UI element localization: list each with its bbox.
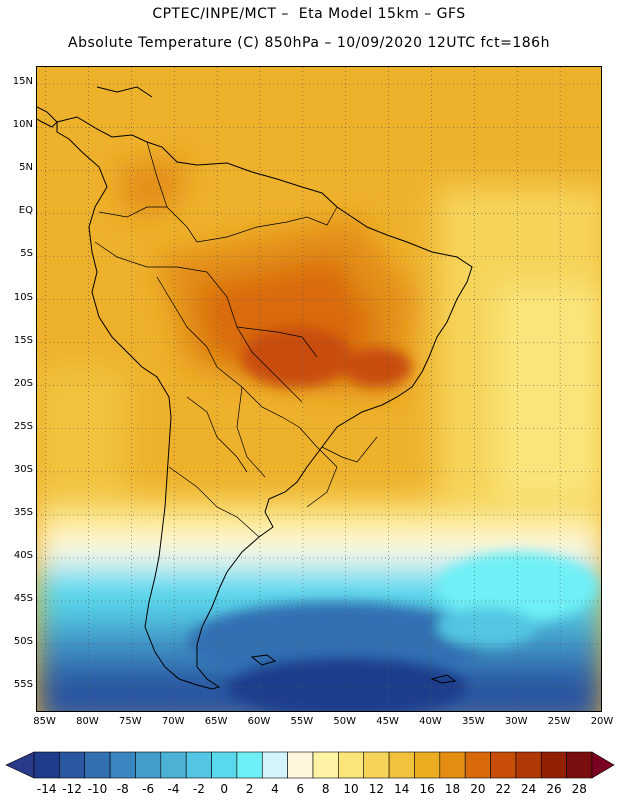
colorbar-swatch <box>185 751 212 779</box>
lon-tick-label: 20W <box>590 716 614 727</box>
colorbar-tick-label: 12 <box>368 782 385 796</box>
colorbar-tick-label: 16 <box>419 782 435 796</box>
colorbar-swatch <box>312 751 339 779</box>
colorbar-tick-label: -8 <box>116 782 129 796</box>
colorbar-tick-label: -10 <box>87 782 108 796</box>
colorbar-swatch <box>439 751 466 779</box>
colorbar-swatch <box>236 751 263 779</box>
colorbar-swatch <box>59 751 86 779</box>
lat-tick-label: 15N <box>12 76 33 88</box>
lat-tick-label: 45S <box>13 593 33 605</box>
colorbar-tick-label: 18 <box>444 782 461 796</box>
lon-tick-label: 55W <box>290 716 314 727</box>
colorbar-swatch <box>363 751 390 779</box>
colorbar-swatch <box>287 751 314 779</box>
lat-tick-label: 15S <box>13 334 33 346</box>
lon-tick-label: 25W <box>547 716 571 727</box>
colorbar-swatch <box>490 751 517 779</box>
lon-tick-label: 50W <box>333 716 357 727</box>
colorbar <box>5 751 615 779</box>
colorbar-tick-label: 14 <box>394 782 410 796</box>
colorbar-tick-label: 28 <box>571 782 587 796</box>
lat-tick-label: 5N <box>19 162 33 174</box>
temperature-map <box>36 66 602 712</box>
lat-tick-label: 40S <box>13 549 33 561</box>
lon-tick-label: 70W <box>161 716 185 727</box>
colorbar-swatch <box>261 751 288 779</box>
lon-tick-label: 40W <box>419 716 442 727</box>
country-borders <box>94 141 378 538</box>
lon-tick-label: 45W <box>376 716 399 727</box>
colorbar-tick-label: -14 <box>36 782 57 796</box>
lat-tick-label: 35S <box>13 506 33 518</box>
colorbar-swatch <box>135 751 162 779</box>
colorbar-tick-label: 24 <box>520 782 537 796</box>
falklands <box>250 654 277 666</box>
central-america <box>37 106 58 128</box>
colorbar-tick-label: 8 <box>321 782 330 796</box>
lat-tick-label: 50S <box>13 636 33 648</box>
colorbar-swatch <box>160 751 187 779</box>
colorbar-tick-label: 20 <box>470 782 486 796</box>
lat-tick-label: 10S <box>13 291 33 303</box>
colorbar-swatch <box>464 751 491 779</box>
lon-tick-label: 35W <box>462 716 485 727</box>
colorbar-tick-label: 6 <box>296 782 305 796</box>
colorbar-swatch <box>211 751 238 779</box>
lat-tick-label: EQ <box>18 205 33 217</box>
colorbar-tick-label: -4 <box>167 782 180 796</box>
colorbar-tick-label: -12 <box>62 782 82 796</box>
lat-tick-label: 30S <box>13 463 33 475</box>
colorbar-swatch <box>515 751 542 779</box>
lat-tick-label: 20S <box>13 377 33 389</box>
map-canvas <box>37 67 601 711</box>
map-title-line1: CPTEC/INPE/MCT – Eta Model 15km – GFS <box>152 6 466 22</box>
south-georgia <box>430 674 457 684</box>
lat-tick-label: 10N <box>12 119 33 131</box>
colorbar-swatch <box>109 751 136 779</box>
colorbar-swatch <box>338 751 365 779</box>
colorbar-tick-label: 26 <box>546 782 562 796</box>
colorbar-tick-label: 0 <box>220 782 229 796</box>
caribbean-coast <box>96 86 153 98</box>
lon-tick-label: 80W <box>76 716 99 727</box>
colorbar-tick-label: -2 <box>192 782 205 796</box>
colorbar-swatch <box>566 751 593 779</box>
colorbar-under-arrow <box>5 751 35 779</box>
colorbar-tick-label: 10 <box>343 782 359 796</box>
colorbar-tick-label: 4 <box>271 782 279 796</box>
map-title-line2: Absolute Temperature (C) 850hPa – 10/09/… <box>68 35 550 51</box>
lon-tick-label: 75W <box>119 716 142 727</box>
colorbar-swatch <box>540 751 567 779</box>
colorbar-swatch <box>84 751 111 779</box>
colorbar-swatch <box>388 751 415 779</box>
colorbar-over-arrow <box>591 751 615 779</box>
lon-tick-label: 85W <box>33 716 56 727</box>
lat-tick-label: 25S <box>13 420 33 432</box>
colorbar-swatch <box>414 751 441 779</box>
lon-tick-label: 60W <box>247 716 271 727</box>
colorbar-tick-label: 2 <box>245 782 254 796</box>
colorbar-tick-label: -6 <box>142 782 155 796</box>
colorbar-swatch <box>33 751 60 779</box>
lat-tick-label: 55S <box>13 679 33 691</box>
lat-tick-label: 5S <box>20 248 33 260</box>
colorbar-tick-label: 22 <box>495 782 511 796</box>
lon-tick-label: 65W <box>204 716 228 727</box>
lon-tick-label: 30W <box>504 716 528 727</box>
